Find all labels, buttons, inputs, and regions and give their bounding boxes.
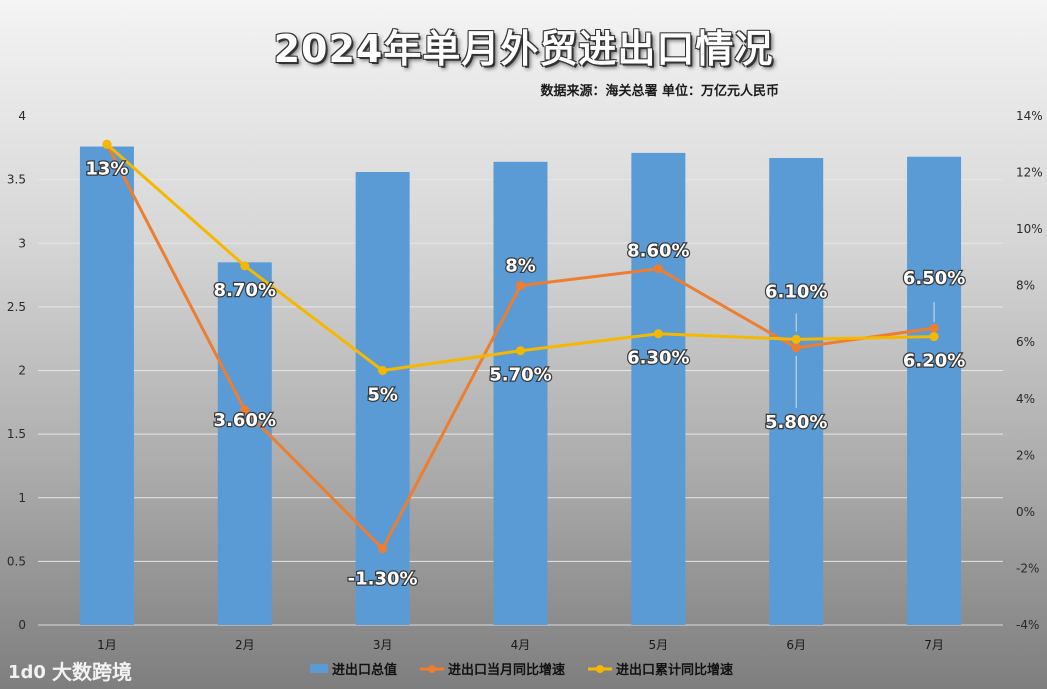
- legend-label: 进出口累计同比增速: [616, 662, 733, 678]
- y-right-tick-label: -4%: [1016, 618, 1039, 632]
- line-point: [240, 405, 250, 415]
- data-label: 5.70%: [489, 365, 551, 386]
- brand-logo-icon: 1d0: [8, 662, 46, 683]
- data-label: -1.30%: [348, 569, 418, 590]
- line-point: [653, 264, 663, 274]
- x-tick-label: 2月: [235, 638, 255, 652]
- axes: 0 0.5 1 1.5 2 2.5 3 3.5 4 -4% -2% 0% 2% 4% 6% 8% 10% 12% 1…: [7, 109, 1043, 652]
- watermark: 1d0 大数跨境: [8, 656, 132, 685]
- data-label: 8.70%: [214, 280, 276, 301]
- bar: [631, 152, 686, 625]
- y-left-tick-label: 3: [18, 236, 26, 250]
- line-point: [929, 332, 939, 342]
- x-tick-label: 7月: [924, 638, 944, 652]
- y-left-tick-label: 3.5: [7, 173, 26, 187]
- chart-title: 2024年单月外贸进出口情况: [273, 27, 774, 71]
- data-label: 6.20%: [903, 351, 965, 372]
- y-left-tick-label: 2.5: [7, 300, 26, 314]
- x-tick-label: 1月: [97, 638, 117, 652]
- x-tick-label: 6月: [786, 638, 806, 652]
- data-label: 3.60%: [214, 410, 276, 431]
- y-left-tick-label: 1.5: [7, 427, 26, 441]
- line-point: [791, 343, 801, 353]
- data-label: 6.10%: [765, 281, 827, 302]
- legend-swatch: [310, 664, 328, 673]
- x-tick-label: 3月: [373, 638, 393, 652]
- x-tick-label: 4月: [511, 638, 531, 652]
- legend: 进出口总值 进出口当月同比增速 进出口累计同比增速: [310, 662, 733, 678]
- brand-logo-mark: 1d0: [8, 662, 46, 683]
- legend-swatch-marker: [428, 665, 436, 673]
- data-label: 5%: [367, 385, 398, 406]
- y-left-tick-label: 4: [18, 109, 26, 123]
- y-right-tick-label: 12%: [1016, 166, 1043, 180]
- y-right-tick-label: 6%: [1016, 335, 1035, 349]
- line-point: [516, 281, 525, 291]
- legend-label: 进出口总值: [332, 662, 397, 678]
- y-right-tick-label: 14%: [1016, 109, 1043, 123]
- data-labels: 13% 3.60% -1.30% 8% 8.60% 5.80% 6.50% 8.70% 5% 5.…: [84, 157, 966, 591]
- data-label: 5.80%: [765, 412, 827, 433]
- y-right-tick-label: 0%: [1016, 505, 1035, 519]
- data-label: 6.30%: [627, 348, 689, 369]
- y-left-tick-label: 2: [18, 364, 26, 378]
- line-series: [102, 139, 939, 554]
- legend-label: 进出口当月同比增速: [448, 662, 565, 678]
- line-point: [378, 544, 388, 554]
- line-point: [653, 329, 663, 339]
- legend-swatch-marker: [596, 665, 604, 673]
- line-point: [240, 261, 250, 271]
- y-right-tick-label: 8%: [1016, 279, 1035, 293]
- data-label: 6.50%: [903, 268, 965, 289]
- bar: [217, 262, 272, 625]
- y-left-tick-label: 0.5: [7, 554, 26, 568]
- y-right-tick-label: -2%: [1016, 561, 1039, 575]
- line-point: [516, 346, 525, 356]
- y-right-tick-label: 2%: [1016, 448, 1035, 462]
- bar: [907, 156, 962, 625]
- bar-series: [79, 146, 962, 626]
- line-point: [378, 366, 388, 375]
- y-left-tick-label: 0: [18, 618, 26, 632]
- line-point: [791, 334, 801, 344]
- watermark-text: 大数跨境: [52, 660, 132, 684]
- y-right-tick-label: 10%: [1016, 222, 1043, 236]
- line-point: [102, 139, 112, 149]
- bar: [493, 161, 548, 625]
- data-label: 8.60%: [627, 241, 689, 262]
- data-label: 13%: [85, 158, 128, 179]
- y-left-tick-label: 1: [18, 491, 26, 505]
- line-point: [929, 323, 939, 333]
- chart-subtitle: 数据来源：海关总署 单位：万亿元人民币: [540, 84, 779, 99]
- bar: [79, 146, 134, 626]
- y-right-tick-label: 4%: [1016, 392, 1035, 406]
- data-label: 8%: [505, 256, 536, 277]
- x-tick-label: 5月: [649, 638, 669, 652]
